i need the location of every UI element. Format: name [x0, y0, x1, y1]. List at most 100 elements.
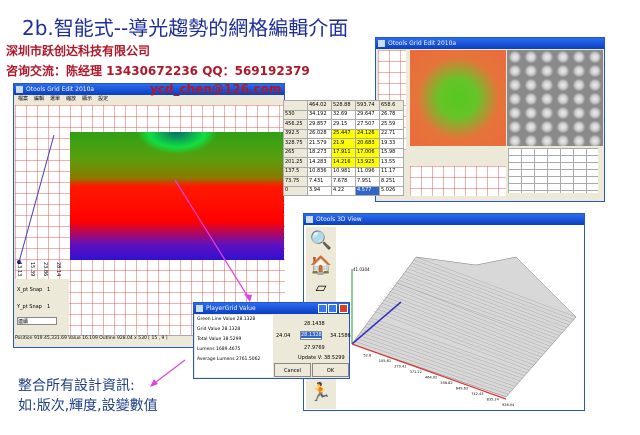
mesh-line: [354, 340, 509, 395]
table-cell[interactable]: 14.283: [307, 157, 332, 168]
list-item[interactable]: Green Line Value 28.1328: [197, 317, 256, 322]
list-item[interactable]: Grid Value 28.1328: [197, 327, 241, 332]
table-cell[interactable]: 3.94: [307, 185, 332, 196]
table-cell[interactable]: 22.71: [379, 128, 404, 139]
row-header: 530: [283, 109, 308, 120]
mode-select[interactable]: 連續: [17, 317, 57, 325]
table-cell[interactable]: 10.981: [331, 166, 356, 177]
table-cell[interactable]: 8.251: [379, 176, 404, 187]
row-header: 137.5: [283, 166, 308, 177]
table-cell[interactable]: 7.678: [331, 176, 356, 187]
menu-settings[interactable]: 設定: [98, 96, 109, 102]
list-item[interactable]: Total Value 38.5299: [197, 337, 242, 342]
table-cell[interactable]: 32.69: [331, 109, 356, 120]
table-cell[interactable]: 24.126: [355, 128, 380, 139]
mesh-line: [373, 310, 530, 371]
app-icon: [306, 216, 313, 223]
table-cell[interactable]: 34.192: [307, 109, 332, 120]
title-bar: PlayerGrid Value: [194, 303, 349, 314]
table-cell[interactable]: 19.33: [379, 138, 404, 149]
zoom-icon[interactable]: 🔍: [309, 230, 333, 251]
table-cell[interactable]: 14.216: [331, 157, 356, 168]
run-icon[interactable]: 🏃: [309, 382, 332, 403]
list-item[interactable]: Average Lumens 2761.5062: [197, 357, 261, 362]
table-cell[interactable]: 5.026: [379, 185, 404, 196]
table-cell[interactable]: 29.857: [307, 119, 332, 130]
column-header: 593.74: [355, 100, 380, 111]
table-cell[interactable]: 13.925: [355, 157, 380, 168]
menu-edit[interactable]: 編輯: [34, 96, 45, 102]
corner-cell: [283, 100, 308, 111]
left-value: 24.04: [276, 333, 291, 339]
table-cell[interactable]: 15.98: [379, 147, 404, 158]
right-value: 34.1586: [330, 333, 351, 339]
table-cell[interactable]: 10.836: [307, 166, 332, 177]
table-cell[interactable]: 11.17: [379, 166, 404, 177]
table-cell[interactable]: 17.006: [355, 147, 380, 158]
mesh-line: [356, 338, 511, 392]
table-cell[interactable]: 7.951: [355, 176, 380, 187]
luminance-map[interactable]: [410, 50, 506, 146]
y-snap-stepper[interactable]: 1: [47, 304, 51, 310]
update-value: Update V: 38.5299: [298, 355, 345, 361]
table-cell[interactable]: 29.647: [355, 109, 380, 120]
home-icon[interactable]: 🏠: [309, 255, 333, 276]
surface-icon[interactable]: ▱: [315, 280, 327, 296]
mesh-line: [405, 271, 565, 331]
minimize-button[interactable]: [318, 304, 327, 313]
column-header: 464.02: [307, 100, 332, 111]
grid-edit-window-2: Otools Grid Edit 2010a: [375, 37, 605, 202]
table-cell[interactable]: 25.447: [331, 128, 356, 139]
caption-line-1: 整合所有設計資訊:: [18, 378, 135, 394]
table-cell[interactable]: 4.22: [331, 185, 356, 196]
table-cell[interactable]: 20.683: [355, 138, 380, 149]
table-cell[interactable]: 11.096: [355, 166, 380, 177]
grid-value-input[interactable]: 28.1328: [301, 332, 322, 338]
maximize-button[interactable]: [328, 304, 337, 313]
curve-label: 15.39: [29, 262, 35, 277]
mesh-line: [364, 326, 521, 382]
table-cell[interactable]: 17.911: [331, 147, 356, 158]
table-cell[interactable]: 25.59: [379, 119, 404, 130]
menu-select[interactable]: 選單: [50, 96, 61, 102]
window-title: Otools Grid Edit 2010a: [388, 40, 457, 47]
table-cell[interactable]: 7.431: [307, 176, 332, 187]
mesh-line: [377, 305, 535, 366]
dot-pattern-view[interactable]: [507, 50, 603, 146]
table-cell[interactable]: 26.028: [307, 128, 332, 139]
contact-info: 咨询交流：陈经理 13430672236 QQ：569192379: [6, 64, 310, 78]
status-bar: Position 919.45,331.69 Value 16.109 Outl…: [15, 336, 168, 341]
row-header: 265: [283, 147, 308, 158]
table-row: 73.75 7.431 7.678 7.951 8.251: [283, 176, 404, 187]
column-header: 658.6: [379, 100, 404, 111]
table-cell[interactable]: 29.15: [331, 119, 356, 130]
mesh-line: [403, 274, 563, 334]
info-list[interactable]: Green Line Value 28.1328 Grid Value 28.13…: [195, 315, 273, 377]
table-cell[interactable]: 21.9: [331, 138, 356, 149]
menu-file[interactable]: 檔案: [18, 96, 29, 102]
table-cell[interactable]: 27.507: [355, 119, 380, 130]
table-cell[interactable]: 26.78: [379, 109, 404, 120]
app-icon: [196, 305, 203, 312]
cancel-button[interactable]: Cancel: [274, 363, 311, 377]
curve-point: [17, 260, 21, 264]
table-cell[interactable]: 18.273: [307, 147, 332, 158]
curve-label: 28.14: [55, 262, 61, 277]
menu-zoom[interactable]: 縮放: [66, 96, 77, 102]
mesh-line: [396, 282, 556, 342]
column-header: 528.88: [331, 100, 356, 111]
x-tick-label: 52.6: [363, 354, 371, 358]
table-cell[interactable]: 4.577: [355, 185, 380, 196]
x-snap-stepper[interactable]: 1: [47, 287, 51, 293]
ok-button[interactable]: OK: [312, 363, 349, 377]
x-tick-label: 649.63: [456, 387, 468, 391]
list-item[interactable]: Lumens 1689.4675: [197, 347, 241, 352]
table-cell[interactable]: 13.55: [379, 157, 404, 168]
bottom-value: 27.9769: [304, 345, 325, 351]
menu-view[interactable]: 顯示: [82, 96, 93, 102]
table-row: 530 34.192 32.69 29.647 26.78: [283, 109, 404, 120]
table-cell[interactable]: 21.579: [307, 138, 332, 149]
close-button[interactable]: [339, 304, 348, 313]
mesh-line: [392, 284, 551, 347]
